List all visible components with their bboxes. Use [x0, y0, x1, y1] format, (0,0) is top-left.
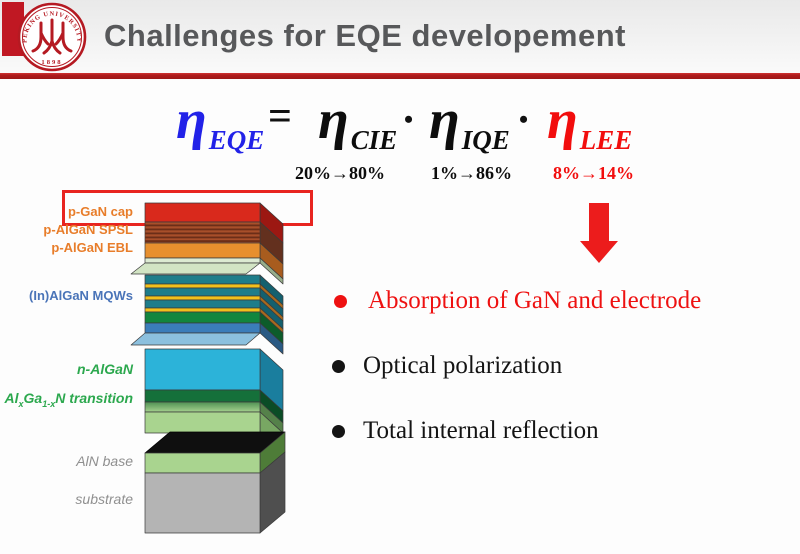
- equation-term-lee: ηLEE: [547, 89, 632, 155]
- page-title: Challenges for EQE developement: [104, 18, 626, 53]
- cie-improvement-range: 20%→80%: [295, 163, 385, 183]
- bullet-dot-icon: [332, 359, 345, 373]
- bullet-absorption: Absorption of GaN and electrode: [334, 287, 701, 315]
- eta-symbol: η: [547, 89, 578, 151]
- led-structure-diagram: p-GaN cap p-AlGaN SPSL p-AlGaN EBL (In)A…: [0, 184, 330, 554]
- peking-university-logo-icon: PEKING UNIVERSITY 1898: [2, 2, 87, 72]
- equation-term-eqe: ηEQE: [176, 89, 264, 155]
- bullet-text: Optical polarization: [363, 352, 563, 379]
- led-stack-drawing: [130, 202, 286, 534]
- bullet-dot-icon: [334, 294, 347, 308]
- label-p-algan-ebl: p-AlGaN EBL: [51, 240, 133, 255]
- multiply-dot: •: [519, 105, 529, 134]
- label-n-algan: n-AlGaN: [77, 361, 133, 377]
- down-arrow-icon: [580, 203, 618, 263]
- logo-year: 1898: [41, 59, 62, 66]
- bullet-text: Absorption of GaN and electrode: [368, 287, 702, 314]
- bullet-reflection: Total internal reflection: [332, 417, 599, 445]
- eta-symbol: η: [429, 89, 460, 151]
- label-algan-transition: AlxGa1-xN transition: [4, 390, 134, 409]
- eta-subscript-cie: CIE: [350, 125, 398, 155]
- multiply-dot: •: [404, 105, 414, 134]
- label-mqws: (In)AlGaN MQWs: [29, 288, 133, 303]
- header-divider: [0, 73, 800, 79]
- label-p-algan-spsl: p-AlGaN SPSL: [43, 222, 133, 237]
- equation-term-cie: ηCIE: [318, 89, 397, 155]
- bullet-text: Total internal reflection: [363, 417, 599, 444]
- label-aln-base: AlN base: [76, 453, 133, 469]
- bullet-dot-icon: [332, 424, 345, 438]
- eta-symbol: η: [176, 89, 207, 151]
- label-substrate: substrate: [75, 491, 133, 507]
- lee-improvement-range: 8%→14%: [553, 163, 634, 183]
- label-p-gan-cap: p-GaN cap: [67, 204, 133, 219]
- slide-header: PEKING UNIVERSITY 1898 Challenges for EQ…: [0, 0, 800, 73]
- iqe-improvement-range: 1%→86%: [431, 163, 512, 183]
- eta-subscript-lee: LEE: [579, 125, 633, 155]
- logo-emblem: [31, 18, 73, 55]
- equals-sign: =: [268, 94, 292, 140]
- bullet-polarization: Optical polarization: [332, 352, 562, 380]
- eta-subscript-eqe: EQE: [208, 125, 265, 155]
- equation-term-iqe: ηIQE: [429, 89, 510, 155]
- eta-subscript-iqe: IQE: [461, 125, 510, 155]
- eta-symbol: η: [318, 89, 349, 151]
